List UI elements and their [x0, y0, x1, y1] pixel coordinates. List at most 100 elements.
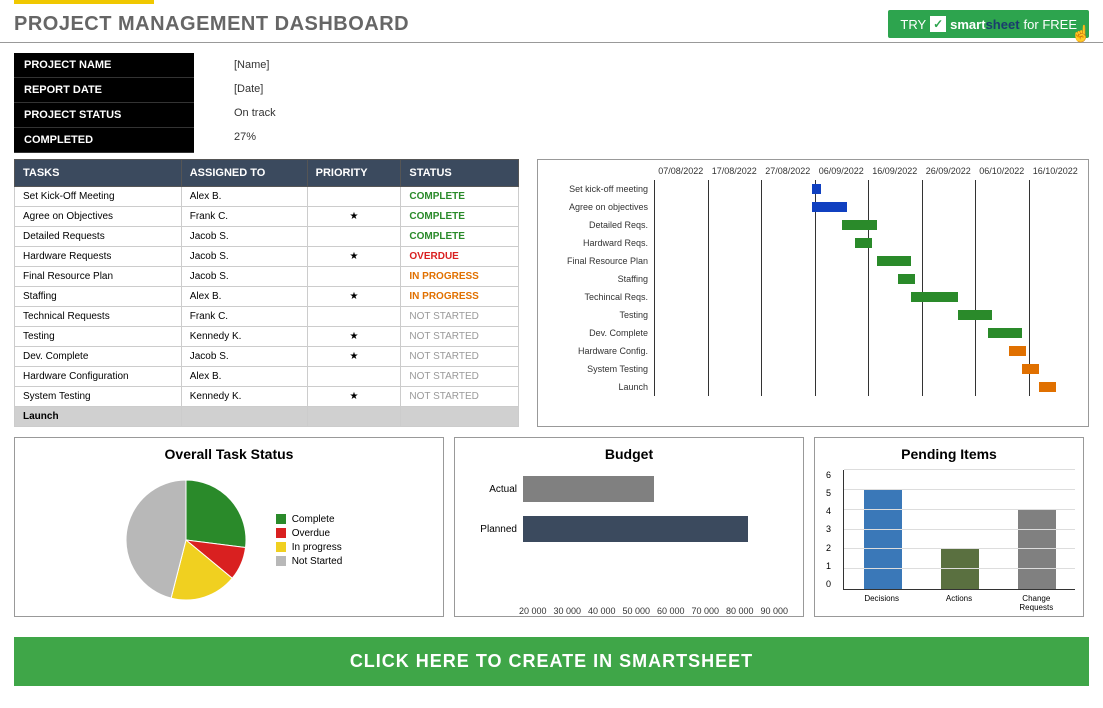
badge-try-text: TRY: [900, 17, 926, 32]
pending-title: Pending Items: [823, 446, 1075, 462]
table-row[interactable]: Set Kick-Off MeetingAlex B.COMPLETE: [15, 187, 519, 207]
budget-row: Planned: [473, 516, 785, 542]
table-row[interactable]: Detailed RequestsJacob S.COMPLETE: [15, 227, 519, 247]
gantt-label: Hardward Reqs.: [544, 238, 654, 248]
check-icon: ✓: [930, 16, 946, 32]
table-header: PRIORITY: [307, 160, 401, 187]
legend-item: Not Started: [276, 556, 343, 567]
gantt-date: 27/08/2022: [761, 166, 815, 176]
gantt-row: Set kick-off meeting: [544, 180, 1082, 198]
table-row[interactable]: System TestingKennedy K.★NOT STARTED: [15, 387, 519, 407]
cta-banner[interactable]: CLICK HERE TO CREATE IN SMARTSHEET: [14, 637, 1089, 686]
gantt-bar: [812, 184, 821, 194]
gantt-bar: [911, 292, 958, 302]
gantt-label: Hardware Config.: [544, 346, 654, 356]
gantt-row: Dev. Complete: [544, 324, 1082, 342]
gantt-label: Final Resource Plan: [544, 256, 654, 266]
gantt-label: Staffing: [544, 274, 654, 284]
info-label: PROJECT STATUS: [14, 103, 194, 128]
pending-items-chart: Pending Items 0123456 DecisionsActionsCh…: [814, 437, 1084, 617]
pie-svg: [116, 470, 256, 610]
info-value: 27%: [224, 125, 1089, 149]
tasks-table: TASKSASSIGNED TOPRIORITYSTATUS Set Kick-…: [14, 159, 519, 427]
gantt-bar: [842, 220, 876, 230]
gantt-row: Hardward Reqs.: [544, 234, 1082, 252]
gantt-label: System Testing: [544, 364, 654, 374]
info-label: REPORT DATE: [14, 78, 194, 103]
legend-item: In progress: [276, 542, 343, 553]
gantt-row: Testing: [544, 306, 1082, 324]
table-row[interactable]: Dev. CompleteJacob S.★NOT STARTED: [15, 347, 519, 367]
badge-brand1: smart: [950, 17, 985, 32]
budget-bar: [523, 516, 748, 542]
table-row[interactable]: Hardware ConfigurationAlex B.NOT STARTED: [15, 367, 519, 387]
gantt-label: Techincal Reqs.: [544, 292, 654, 302]
table-row[interactable]: StaffingAlex B.★IN PROGRESS: [15, 287, 519, 307]
cursor-icon: ☝: [1071, 24, 1091, 44]
gantt-row: System Testing: [544, 360, 1082, 378]
info-label: PROJECT NAME: [14, 53, 194, 78]
pending-bar: [864, 489, 902, 589]
info-label: COMPLETED: [14, 128, 194, 153]
header: PROJECT MANAGEMENT DASHBOARD TRY ✓ smart…: [0, 4, 1103, 43]
gantt-label: Agree on objectives: [544, 202, 654, 212]
overall-task-status-chart: Overall Task Status Complete Overdue In pr…: [14, 437, 444, 617]
try-smartsheet-button[interactable]: TRY ✓ smartsheet for FREE ☝: [888, 10, 1089, 38]
legend-item: Complete: [276, 514, 343, 525]
tasks-table-section: TASKSASSIGNED TOPRIORITYSTATUS Set Kick-…: [14, 159, 519, 427]
gantt-bar: [812, 202, 846, 212]
gantt-date: 06/09/2022: [815, 166, 869, 176]
budget-chart: Budget ActualPlanned 20 00030 00040 0005…: [454, 437, 804, 617]
gantt-bar: [1022, 364, 1039, 374]
gantt-label: Set kick-off meeting: [544, 184, 654, 194]
gantt-row: Hardware Config.: [544, 342, 1082, 360]
table-header: TASKS: [15, 160, 182, 187]
gantt-bar: [958, 310, 992, 320]
gantt-bar: [855, 238, 872, 248]
info-value: On track: [224, 101, 1089, 125]
gantt-row: Final Resource Plan: [544, 252, 1082, 270]
table-header: ASSIGNED TO: [181, 160, 307, 187]
gantt-date: 26/09/2022: [922, 166, 976, 176]
gantt-date: 06/10/2022: [975, 166, 1029, 176]
gantt-label: Detailed Reqs.: [544, 220, 654, 230]
gantt-bar: [1009, 346, 1026, 356]
info-value: [Date]: [224, 77, 1089, 101]
table-row[interactable]: TestingKennedy K.★NOT STARTED: [15, 327, 519, 347]
info-value: [Name]: [224, 53, 1089, 77]
gantt-bar: [1039, 382, 1056, 392]
table-header: STATUS: [401, 160, 519, 187]
budget-bar: [523, 476, 654, 502]
budget-row: Actual: [473, 476, 785, 502]
gantt-date: 07/08/2022: [654, 166, 708, 176]
gantt-bar: [898, 274, 915, 284]
gantt-bar: [877, 256, 911, 266]
gantt-row: Techincal Reqs.: [544, 288, 1082, 306]
gantt-date: 17/08/2022: [708, 166, 762, 176]
gantt-label: Dev. Complete: [544, 328, 654, 338]
table-row[interactable]: Hardware RequestsJacob S.★OVERDUE: [15, 247, 519, 267]
gantt-label: Testing: [544, 310, 654, 320]
gantt-date: 16/09/2022: [868, 166, 922, 176]
badge-for-text: for FREE: [1024, 17, 1077, 32]
badge-brand2: sheet: [986, 17, 1020, 32]
legend-item: Overdue: [276, 528, 343, 539]
gantt-row: Staffing: [544, 270, 1082, 288]
table-row[interactable]: Agree on ObjectivesFrank C.★COMPLETE: [15, 207, 519, 227]
table-row[interactable]: Final Resource PlanJacob S.IN PROGRESS: [15, 267, 519, 287]
gantt-row: Detailed Reqs.: [544, 216, 1082, 234]
gantt-row: Launch: [544, 378, 1082, 396]
gantt-row: Agree on objectives: [544, 198, 1082, 216]
pending-bar-wrap: [853, 489, 913, 589]
gantt-date: 16/10/2022: [1029, 166, 1083, 176]
table-row[interactable]: Launch: [15, 407, 519, 427]
gantt-bar: [988, 328, 1022, 338]
budget-title: Budget: [463, 446, 795, 462]
page-title: PROJECT MANAGEMENT DASHBOARD: [14, 13, 409, 36]
project-info: PROJECT NAMEREPORT DATEPROJECT STATUSCOM…: [14, 53, 1089, 153]
pie-legend: Complete Overdue In progress Not Started: [276, 511, 343, 570]
pie-title: Overall Task Status: [23, 446, 435, 462]
gantt-chart: 07/08/202217/08/202227/08/202206/09/2022…: [537, 159, 1089, 427]
gantt-label: Launch: [544, 382, 654, 392]
table-row[interactable]: Technical RequestsFrank C.NOT STARTED: [15, 307, 519, 327]
